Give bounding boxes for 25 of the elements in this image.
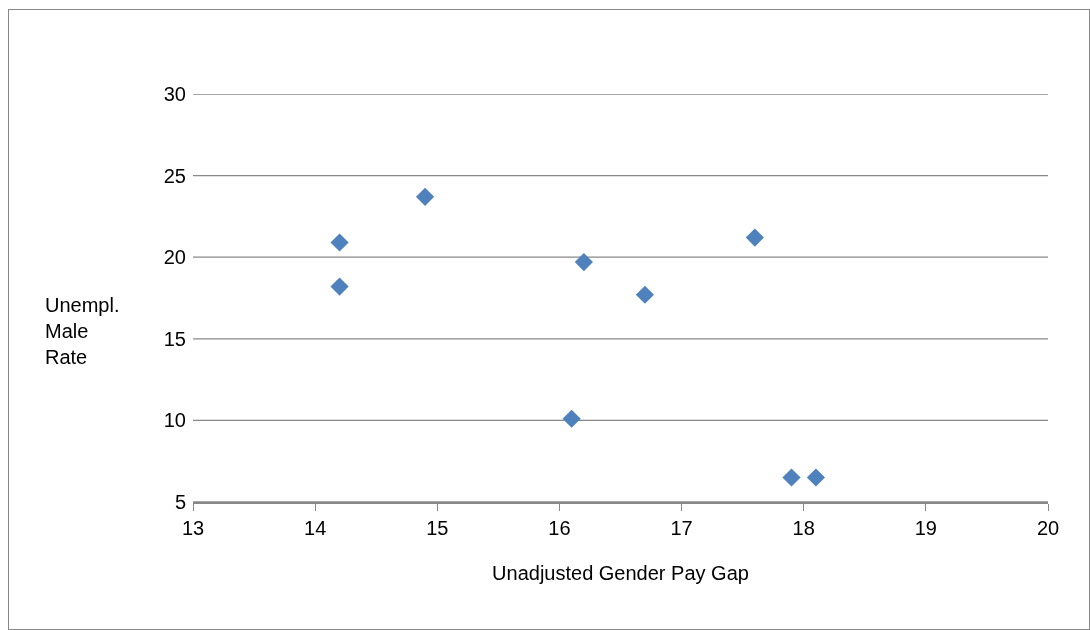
point bbox=[806, 468, 826, 487]
y-tick-label: 10 bbox=[163, 409, 186, 432]
y-tick-label: 30 bbox=[163, 83, 186, 105]
y-tick-label: 15 bbox=[163, 327, 186, 350]
x-tick-label: 18 bbox=[792, 516, 815, 539]
point bbox=[415, 187, 435, 206]
point bbox=[330, 277, 349, 296]
point bbox=[574, 253, 593, 272]
y-tick-label: 5 bbox=[174, 491, 186, 513]
x-tick-label: 13 bbox=[181, 516, 205, 539]
point bbox=[782, 468, 801, 487]
point bbox=[562, 409, 581, 428]
point bbox=[745, 228, 764, 247]
x-tick-label: 16 bbox=[548, 516, 571, 539]
x-tick-label: 14 bbox=[304, 516, 327, 539]
x-axis-title: Unadjusted Gender Pay Gap bbox=[492, 561, 749, 584]
x-tick-label: 17 bbox=[670, 516, 693, 539]
y-tick-label: 20 bbox=[163, 246, 186, 269]
y-tick-label: 25 bbox=[163, 164, 186, 187]
point bbox=[635, 285, 655, 304]
point bbox=[330, 233, 349, 252]
x-tick-label: 15 bbox=[426, 516, 449, 539]
x-tick-label: 19 bbox=[914, 516, 937, 539]
x-tick-label: 20 bbox=[1036, 516, 1060, 539]
y-axis-title: Unempl. Male Rate bbox=[45, 294, 120, 368]
